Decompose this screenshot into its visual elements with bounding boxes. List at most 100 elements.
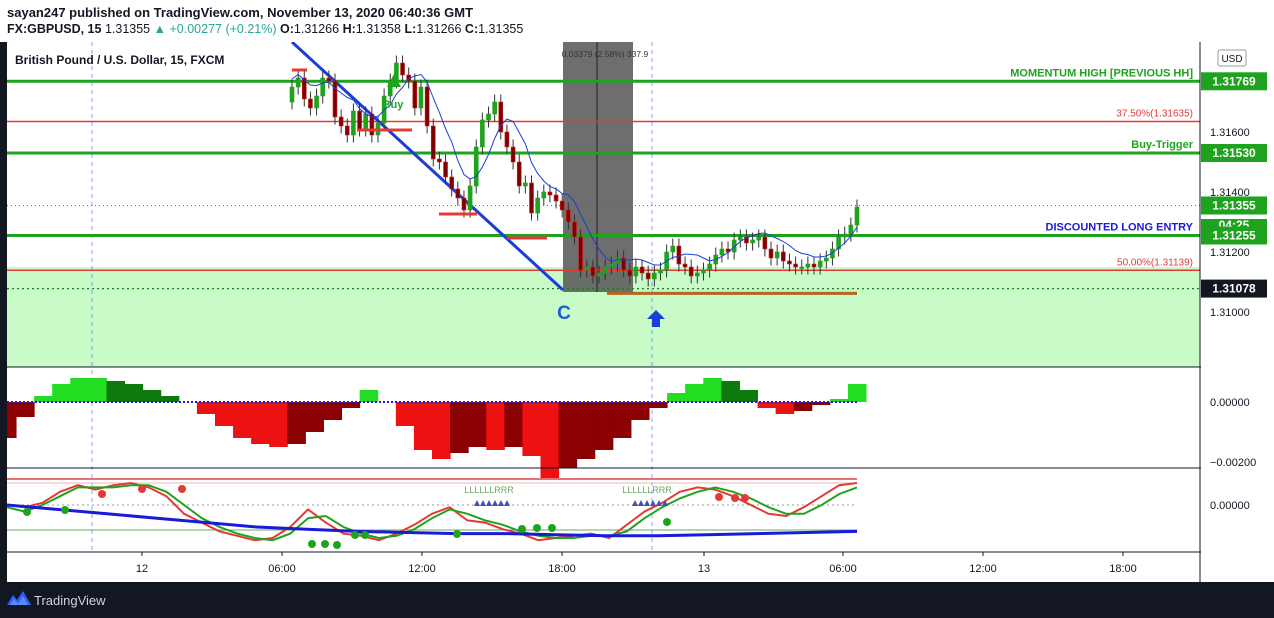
- osc-triangle: [486, 500, 492, 506]
- histogram-bar: [70, 378, 89, 402]
- histogram-bar: [413, 402, 433, 450]
- chart-svg[interactable]: 0.03379 (2.58%) 337.9 MOMENTUM HIGH [PREV…: [0, 40, 1274, 582]
- candle-body: [768, 248, 774, 259]
- candle-body: [541, 191, 547, 199]
- candle-body: [688, 266, 694, 277]
- candle-body: [781, 251, 786, 262]
- chart-area[interactable]: 0.03379 (2.58%) 337.9 MOMENTUM HIGH [PREV…: [0, 40, 1274, 582]
- candle-body: [357, 110, 362, 130]
- candle-body: [811, 263, 817, 268]
- candle-body: [719, 248, 725, 256]
- candle-body: [326, 77, 332, 82]
- candle-body: [320, 77, 326, 97]
- price-tick: 1.31600: [1210, 127, 1250, 139]
- publisher-line: sayan247 published on TradingView.com, N…: [7, 5, 473, 20]
- histogram-bar: [847, 384, 867, 402]
- osc-marker: [178, 485, 186, 493]
- osc-marker: [731, 494, 739, 502]
- price-label: 1.31530: [1212, 146, 1256, 160]
- osc2-tick: 0.00000: [1210, 500, 1250, 512]
- candle-body: [609, 263, 614, 268]
- histogram-bar: [504, 402, 523, 447]
- hline-label-4: 50.00%(1.31139): [1117, 257, 1193, 268]
- osc-line-2: [6, 503, 858, 538]
- candle-body: [566, 209, 571, 223]
- histogram-bar: [576, 402, 596, 459]
- candle-body: [670, 245, 676, 253]
- time-tick: 18:00: [1109, 563, 1137, 575]
- histogram-bar: [703, 378, 722, 402]
- histogram-bar: [558, 402, 578, 468]
- hline-label-3: DISCOUNTED LONG ENTRY: [1046, 222, 1194, 234]
- high-label: H:: [342, 22, 356, 36]
- candle-body: [314, 95, 319, 109]
- candle-body: [430, 125, 436, 160]
- price-label: 1.31355: [1212, 199, 1256, 213]
- candle-body: [848, 224, 854, 235]
- time-tick: 12:00: [408, 563, 436, 575]
- price-label-bg: [1201, 226, 1267, 245]
- candle-body: [756, 236, 762, 241]
- osc-marker: [453, 530, 461, 538]
- buy-label: Buy: [383, 99, 405, 111]
- candle-body: [510, 146, 516, 163]
- candle-body: [762, 236, 768, 250]
- tradingview-logo-icon: [7, 591, 31, 605]
- candle-body: [480, 119, 485, 148]
- candle-body: [424, 86, 430, 127]
- candle-body: [805, 263, 811, 268]
- candle-body: [455, 188, 461, 199]
- price-label-bg: [1201, 144, 1267, 162]
- candle-body: [602, 266, 608, 274]
- histogram-bar: [811, 402, 831, 405]
- candle-body: [523, 182, 528, 187]
- measure-box: [563, 42, 633, 292]
- histogram-pane[interactable]: [0, 378, 867, 480]
- osc-marker: [715, 493, 723, 501]
- chart-title: British Pound / U.S. Dollar, 15, FXCM: [15, 53, 224, 67]
- candle-body: [731, 239, 737, 253]
- osc-marker: [308, 540, 316, 548]
- candle-body: [707, 263, 712, 271]
- candle-body: [817, 260, 823, 268]
- candle-body: [492, 101, 497, 115]
- candle-body: [854, 206, 860, 226]
- histogram-bar: [432, 402, 451, 459]
- osc-triangle: [480, 500, 486, 506]
- up-arrow-icon: ▲: [153, 22, 166, 36]
- candle-body: [547, 191, 553, 196]
- osc-marker: [138, 485, 146, 493]
- histogram-bar: [522, 402, 542, 456]
- osc-marker-label: LLLLLLRRR: [622, 485, 672, 495]
- osc-triangle: [656, 500, 662, 506]
- candle-body: [621, 257, 626, 271]
- histogram-bar: [649, 402, 668, 408]
- histogram-bar: [594, 402, 614, 450]
- tradingview-brand[interactable]: TradingView: [34, 593, 106, 608]
- candle-body: [774, 251, 780, 259]
- oscillator-pane[interactable]: LLLLLLRRR LLLLLLRRR: [6, 478, 858, 549]
- candle-body: [504, 131, 510, 148]
- candle-body: [344, 125, 350, 136]
- histogram-bar: [106, 381, 126, 402]
- histogram-bar: [214, 402, 234, 426]
- candle-body: [467, 185, 473, 211]
- price-label: 1.31255: [1212, 229, 1256, 243]
- candle-body: [633, 266, 639, 277]
- osc-triangle: [498, 500, 504, 506]
- currency-box: [1217, 49, 1247, 67]
- candle-body: [529, 182, 534, 214]
- measure-label: 0.03379 (2.58%) 337.9: [562, 49, 649, 59]
- candle-body: [498, 101, 504, 133]
- histogram-bar: [52, 384, 71, 402]
- candle-body: [553, 194, 559, 202]
- publisher-text: sayan247 published on TradingView.com, N…: [7, 5, 474, 20]
- candle-body: [823, 257, 829, 262]
- candle-body: [308, 98, 313, 109]
- main-pane[interactable]: 0.03379 (2.58%) 337.9 MOMENTUM HIGH [PREV…: [7, 40, 1200, 552]
- open-value: 1.31266: [293, 22, 340, 36]
- osc-marker: [361, 531, 369, 539]
- candle-body: [412, 80, 418, 109]
- up-arrow-icon: [647, 310, 665, 327]
- histogram-bar: [486, 402, 505, 450]
